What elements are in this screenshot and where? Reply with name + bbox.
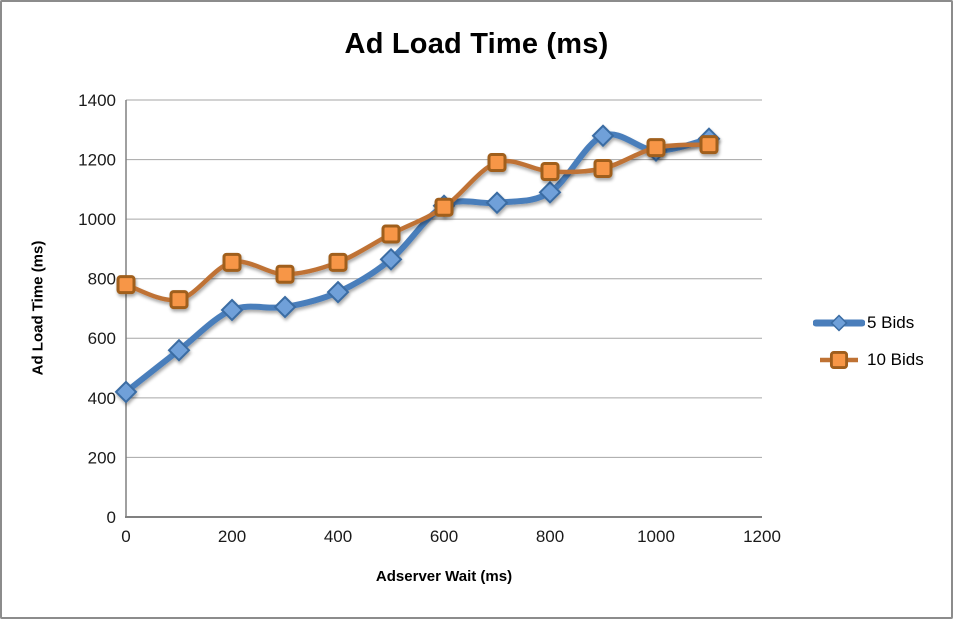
marker-10-bids-2 [222, 252, 242, 272]
marker-5-bids-0 [114, 380, 138, 404]
marker-10-bids-11 [699, 135, 719, 155]
legend-label-10-bids: 10 Bids [867, 350, 924, 369]
marker-5-bids-3 [273, 295, 297, 319]
x-tick-label-1200: 1200 [743, 527, 781, 546]
marker-10-bids-legend-0 [829, 350, 849, 370]
x-tick-label-600: 600 [430, 527, 458, 546]
y-tick-label-1400: 1400 [78, 91, 116, 110]
marker-10-bids-6 [434, 197, 454, 217]
marker-5-bids-1 [167, 338, 191, 362]
x-tick-label-1000: 1000 [637, 527, 675, 546]
chart-title: Ad Load Time (ms) [344, 28, 609, 60]
x-tick-label-0: 0 [121, 527, 130, 546]
y-tick-label-1000: 1000 [78, 210, 116, 229]
y-tick-label-0: 0 [107, 508, 116, 527]
legend-label-5-bids: 5 Bids [867, 313, 915, 332]
x-axis-title: Adserver Wait (ms) [375, 568, 513, 585]
marker-5-bids-8 [538, 180, 562, 204]
x-tick-label-200: 200 [218, 527, 246, 546]
legend-item-10-bids: 10 Bids [813, 350, 924, 370]
x-tick-label-800: 800 [536, 527, 564, 546]
marker-5-bids-4 [326, 280, 350, 304]
y-axis-title: Ad Load Time (ms) [29, 240, 47, 376]
legend-item-5-bids: 5 Bids [813, 313, 924, 333]
y-tick-label-400: 400 [88, 389, 116, 408]
legend-marker-5-bids-icon [813, 314, 865, 332]
marker-10-bids-3 [275, 264, 295, 284]
y-tick-label-200: 200 [88, 448, 116, 467]
series-line-10-bids [123, 142, 712, 303]
marker-5-bids-legend-0 [830, 314, 848, 332]
legend-marker-10-bids-icon [820, 350, 858, 370]
marker-10-bids-5 [381, 224, 401, 244]
marker-5-bids-9 [591, 124, 615, 148]
series-10-bids [116, 135, 719, 310]
y-tick-label-800: 800 [88, 270, 116, 289]
marker-10-bids-8 [540, 161, 560, 181]
marker-5-bids-5 [379, 247, 403, 271]
y-tick-label-1200: 1200 [78, 151, 116, 170]
marker-5-bids-7 [485, 191, 509, 215]
y-tick-label-600: 600 [88, 329, 116, 348]
marker-10-bids-1 [169, 290, 189, 310]
marker-10-bids-9 [593, 159, 613, 179]
marker-10-bids-7 [487, 153, 507, 173]
marker-5-bids-2 [220, 298, 244, 322]
marker-10-bids-0 [116, 275, 136, 295]
marker-10-bids-4 [328, 252, 348, 272]
legend: 5 Bids 10 Bids [813, 313, 924, 370]
series-line-5-bids [123, 131, 712, 395]
x-tick-label-400: 400 [324, 527, 352, 546]
marker-10-bids-10 [646, 138, 666, 158]
series-5-bids [114, 124, 721, 404]
